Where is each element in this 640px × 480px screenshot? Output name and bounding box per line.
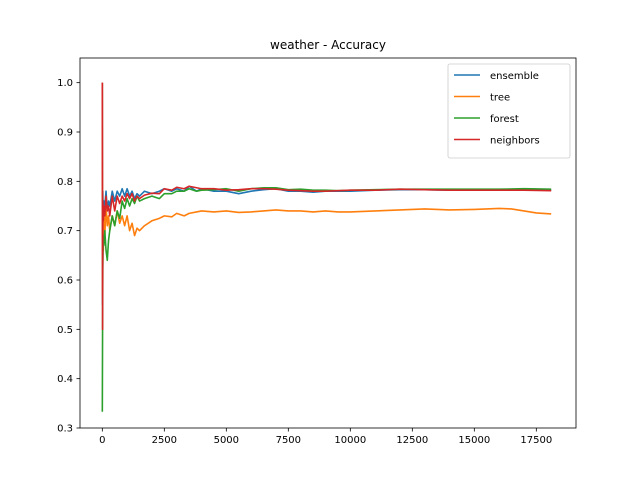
y-tick-label: 0.3 (57, 424, 73, 435)
x-tick-label: 15000 (458, 435, 490, 446)
legend-label-ensemble: ensemble (490, 71, 539, 82)
y-tick-label: 0.9 (57, 128, 73, 139)
chart-title: weather - Accuracy (270, 38, 386, 52)
x-tick-label: 7500 (276, 435, 301, 446)
y-tick-label: 0.7 (57, 226, 73, 237)
plot-area-frame (79, 57, 577, 429)
series-line-neighbors (101, 82, 552, 331)
legend-box (447, 63, 571, 159)
x-tick-label: 5000 (214, 435, 239, 446)
axes-layer: 0 2500 5000 7500 10000 12500 15000 17500 0.3 0.4 0… (57, 57, 577, 446)
legend-label-tree: tree (490, 93, 510, 104)
legend: ensemble tree forest neighbors (447, 63, 571, 159)
series-layer (101, 82, 552, 412)
legend-label-forest: forest (490, 114, 519, 125)
y-tick-label: 0.8 (57, 177, 73, 188)
x-tick-label: 17500 (520, 435, 552, 446)
y-tick-label: 0.4 (57, 374, 73, 385)
x-tick-label: 0 (99, 435, 105, 446)
y-tick-label: 0.5 (57, 325, 73, 336)
x-tick-label: 2500 (152, 435, 177, 446)
x-tick-label: 10000 (334, 435, 366, 446)
legend-label-neighbors: neighbors (490, 136, 540, 147)
y-tick-label: 0.6 (57, 276, 73, 287)
x-tick-label: 12500 (396, 435, 428, 446)
y-tick-label: 1.0 (57, 78, 73, 89)
